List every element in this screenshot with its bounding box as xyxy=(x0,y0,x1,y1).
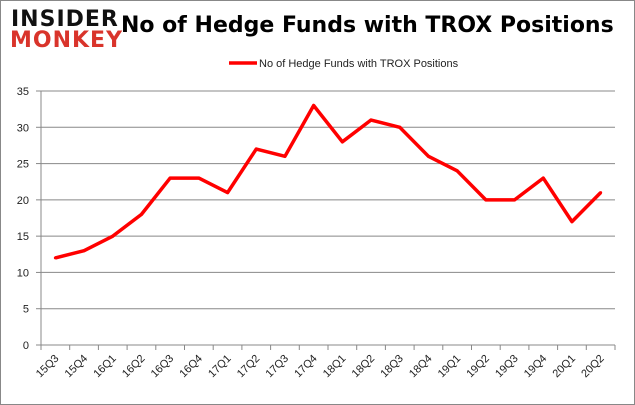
x-tick-label: 16Q3 xyxy=(149,353,177,381)
x-tick-label: 20Q1 xyxy=(551,353,579,381)
y-tick-label: 5 xyxy=(23,304,29,316)
data-point xyxy=(197,176,201,180)
data-point xyxy=(513,198,517,202)
x-tick-label: 18Q2 xyxy=(350,353,378,381)
data-point xyxy=(340,140,344,144)
logo: MONKEY xyxy=(10,28,124,53)
x-tick-label: 16Q2 xyxy=(120,353,148,381)
x-tick-label: 17Q4 xyxy=(292,353,320,381)
data-point xyxy=(168,176,172,180)
data-point xyxy=(398,125,402,129)
data-point xyxy=(541,176,545,180)
y-tick-label: 30 xyxy=(17,122,29,134)
y-tick-label: 25 xyxy=(17,159,29,171)
series-line xyxy=(54,103,602,260)
x-tick-label: 15Q3 xyxy=(34,353,62,381)
y-tick-label: 10 xyxy=(17,267,29,279)
x-tick-label: 17Q2 xyxy=(235,353,263,381)
x-tick-label: 19Q1 xyxy=(436,353,464,381)
x-tick-label: 19Q2 xyxy=(464,353,492,381)
chart-title: No of Hedge Funds with TROX Positions xyxy=(121,13,614,38)
x-tick-label: 16Q4 xyxy=(177,353,205,381)
y-tick-label: 35 xyxy=(17,86,29,98)
data-point xyxy=(254,147,258,151)
data-point xyxy=(139,212,143,216)
data-point xyxy=(599,191,603,195)
legend-label: No of Hedge Funds with TROX Positions xyxy=(259,58,459,70)
x-tick-label: 19Q3 xyxy=(493,353,521,381)
x-tick-label: 16Q1 xyxy=(91,353,119,381)
x-tick-label: 18Q1 xyxy=(321,353,349,381)
x-tick-label: 17Q3 xyxy=(264,353,292,381)
x-tick-label: 19Q4 xyxy=(522,353,550,381)
x-tick-label: 17Q1 xyxy=(206,353,234,381)
data-point xyxy=(312,104,316,108)
x-tick-label: 18Q4 xyxy=(407,353,435,381)
data-point xyxy=(369,118,373,122)
data-point xyxy=(53,256,57,260)
y-tick-label: 15 xyxy=(17,231,29,243)
logo: INSIDER xyxy=(11,7,119,32)
y-tick-label: 0 xyxy=(23,340,29,352)
data-point xyxy=(111,234,115,238)
data-point xyxy=(570,220,574,224)
data-point xyxy=(455,169,459,173)
data-point xyxy=(426,154,430,158)
x-tick-label: 18Q3 xyxy=(378,353,406,381)
x-tick-label: 20Q2 xyxy=(579,353,607,381)
data-point xyxy=(484,198,488,202)
data-point xyxy=(82,249,86,253)
data-point xyxy=(283,154,287,158)
data-point xyxy=(226,191,230,195)
y-tick-label: 20 xyxy=(17,195,29,207)
x-tick-label: 15Q4 xyxy=(63,353,91,381)
